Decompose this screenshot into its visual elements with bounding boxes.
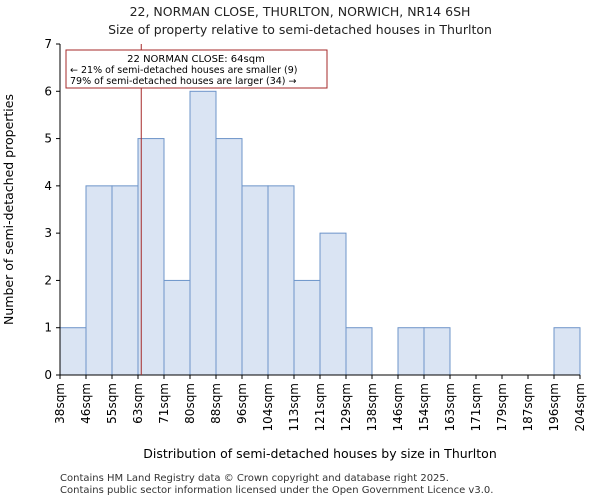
bar-55sqm bbox=[111, 185, 139, 376]
y-axis-ticks: 0 1 2 3 4 5 6 7 bbox=[44, 37, 60, 382]
x-tick-label: 46sqm bbox=[79, 383, 93, 424]
x-tick-label: 104sqm bbox=[261, 383, 275, 431]
y-tick-label: 4 bbox=[44, 179, 52, 193]
bar-196sqm bbox=[553, 327, 581, 376]
annotation-box bbox=[65, 49, 328, 89]
x-tick-label: 96sqm bbox=[235, 383, 249, 424]
annotation-title: 22 NORMAN CLOSE: 64sqm bbox=[127, 54, 265, 65]
x-tick-label: 88sqm bbox=[209, 383, 223, 424]
bars-group bbox=[59, 90, 581, 376]
bar-104sqm bbox=[267, 185, 295, 376]
x-tick-label: 163sqm bbox=[443, 383, 457, 431]
x-tick-label: 154sqm bbox=[417, 383, 431, 431]
y-tick-label: 1 bbox=[44, 321, 52, 335]
chart-title: 22, NORMAN CLOSE, THURLTON, NORWICH, NR1… bbox=[129, 4, 471, 19]
bar-121sqm bbox=[319, 232, 347, 376]
bar-46sqm bbox=[85, 185, 113, 376]
x-tick-label: 138sqm bbox=[365, 383, 379, 431]
x-tick-label: 71sqm bbox=[157, 383, 171, 424]
x-tick-label: 63sqm bbox=[131, 383, 145, 424]
footer-line-2: Contains public sector information licen… bbox=[60, 485, 494, 496]
chart-subtitle: Size of property relative to semi-detach… bbox=[108, 22, 492, 37]
bar-154sqm bbox=[423, 327, 451, 376]
x-tick-label: 146sqm bbox=[391, 383, 405, 431]
bar-146sqm bbox=[397, 327, 425, 376]
annotation-smaller: ← 21% of semi-detached houses are smalle… bbox=[70, 65, 298, 76]
bar-96sqm bbox=[241, 185, 269, 376]
x-axis-label: Distribution of semi-detached houses by … bbox=[143, 446, 497, 461]
bar-80sqm bbox=[189, 90, 217, 376]
annotation-larger: 79% of semi-detached houses are larger (… bbox=[70, 76, 297, 87]
footer-line-1: Contains HM Land Registry data © Crown c… bbox=[60, 473, 449, 484]
x-tick-label: 121sqm bbox=[313, 383, 327, 431]
x-tick-label: 171sqm bbox=[469, 383, 483, 431]
x-tick-label: 55sqm bbox=[105, 383, 119, 424]
x-tick-label: 187sqm bbox=[521, 383, 535, 431]
x-tick-label: 204sqm bbox=[573, 383, 587, 431]
x-tick-label: 179sqm bbox=[495, 383, 509, 431]
y-tick-label: 7 bbox=[44, 37, 52, 51]
y-tick-label: 0 bbox=[44, 368, 52, 382]
bar-38sqm bbox=[59, 327, 87, 376]
x-tick-label: 38sqm bbox=[53, 383, 67, 424]
x-axis-ticks: 38sqm 46sqm 55sqm 63sqm 71sqm 80sqm 88sqm 96sqm… bbox=[53, 375, 587, 431]
bar-63sqm bbox=[137, 138, 165, 376]
bar-88sqm bbox=[215, 138, 243, 376]
bar-113sqm bbox=[293, 279, 321, 376]
y-tick-label: 3 bbox=[44, 226, 52, 240]
x-tick-label: 196sqm bbox=[547, 383, 561, 431]
x-tick-label: 80sqm bbox=[183, 383, 197, 424]
y-tick-label: 2 bbox=[44, 273, 52, 287]
x-tick-label: 129sqm bbox=[339, 383, 353, 431]
bar-71sqm bbox=[163, 279, 191, 376]
y-tick-label: 6 bbox=[44, 84, 52, 98]
y-axis-label: Number of semi-detached properties bbox=[1, 94, 16, 325]
y-tick-label: 5 bbox=[44, 132, 52, 146]
x-tick-label: 113sqm bbox=[287, 383, 301, 431]
bar-129sqm bbox=[345, 327, 373, 376]
